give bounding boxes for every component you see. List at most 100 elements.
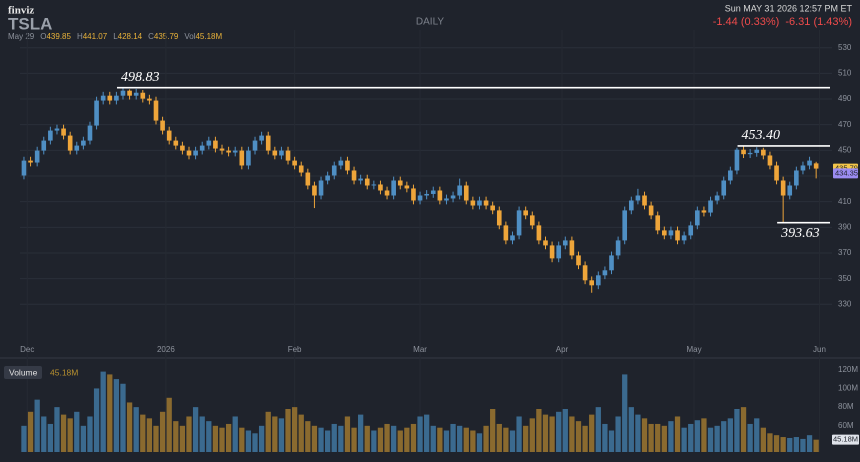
volume-bar	[54, 407, 60, 452]
volume-bar	[734, 409, 740, 452]
candle-body	[477, 200, 482, 206]
stat-value: 45.18M	[195, 32, 222, 41]
candle-body	[556, 245, 562, 259]
candle-body	[127, 90, 132, 96]
volume-bar	[153, 425, 159, 452]
volume-bar	[225, 423, 232, 452]
volume-bar	[87, 416, 93, 452]
candle-body	[114, 95, 119, 101]
volume-bar	[126, 402, 133, 452]
volume-bar	[252, 433, 258, 452]
candle-body	[437, 190, 443, 201]
candle-body	[714, 195, 720, 201]
candle-body	[728, 170, 733, 181]
volume-bar	[159, 411, 166, 452]
logo: finviz	[8, 5, 34, 17]
candle-body	[668, 230, 674, 236]
stat-key: O	[40, 32, 46, 41]
volume-bar	[417, 416, 423, 452]
candle-body	[595, 275, 601, 286]
candle-body	[695, 210, 700, 226]
volume-bar	[344, 416, 351, 452]
volume-bar	[556, 411, 562, 452]
volume-bar	[622, 374, 628, 452]
candle-body	[430, 190, 436, 194]
volume-bar	[450, 423, 456, 452]
candle-body	[681, 235, 687, 241]
y-tick-label: 530	[838, 43, 852, 52]
candle-body	[411, 188, 416, 201]
ticker: TSLA	[8, 14, 52, 33]
volume-bar	[133, 407, 139, 452]
candle-body	[622, 210, 628, 241]
candle-body	[364, 178, 370, 186]
candle-body	[345, 160, 350, 171]
candle-body	[662, 230, 667, 236]
volume-bar	[21, 425, 27, 452]
level-label: 453.40	[742, 128, 781, 143]
volume-bar	[569, 416, 575, 452]
candle-body	[81, 140, 86, 146]
volume-bar	[331, 423, 337, 452]
volume-bar	[146, 418, 153, 452]
candle-body	[199, 145, 205, 151]
volume-bar	[239, 427, 245, 452]
volume-bar	[410, 423, 417, 452]
volume-bar	[232, 416, 238, 452]
stat-key: H	[77, 32, 83, 41]
volume-legend: Volume	[9, 367, 38, 377]
volume-bar	[212, 425, 219, 452]
volume-bar	[483, 425, 489, 452]
volume-bar	[457, 425, 463, 452]
candle-body	[609, 255, 614, 271]
volume-tick-label: 120M	[838, 365, 858, 374]
candle-body	[193, 150, 198, 156]
candle-body	[404, 185, 410, 189]
candle-body	[160, 120, 165, 131]
volume-bar	[41, 416, 47, 452]
candle-body	[503, 225, 509, 241]
volume-bar	[523, 425, 529, 452]
candle-body	[147, 98, 152, 101]
candle-body	[305, 172, 311, 186]
y-tick-label: 410	[838, 197, 852, 206]
level-label: 393.63	[780, 226, 820, 241]
volume-bar	[542, 414, 549, 452]
candle-body	[701, 210, 707, 213]
candle-body	[100, 95, 106, 101]
candle-body	[576, 255, 581, 266]
volume-bar	[470, 430, 476, 452]
volume-bar	[780, 437, 786, 452]
volume-bar	[100, 371, 106, 452]
candle-body	[279, 150, 284, 156]
candle-body	[734, 149, 740, 171]
volume-bar	[358, 414, 364, 452]
volume-bar	[166, 397, 172, 452]
volume-bar	[173, 421, 179, 452]
volume-bar	[800, 438, 806, 452]
y-tick-label: 390	[838, 222, 852, 231]
candle-body	[787, 185, 793, 196]
volume-bar	[589, 414, 595, 452]
candle-body	[813, 163, 819, 169]
candle-body	[780, 180, 786, 196]
candle-body	[463, 185, 469, 201]
candle-body	[331, 165, 337, 176]
volume-bar	[140, 414, 146, 452]
volume-bar	[93, 388, 100, 452]
candle-body	[219, 148, 225, 151]
volume-bar	[397, 430, 403, 452]
candle-body	[338, 160, 344, 166]
volume-bar	[371, 430, 377, 452]
stat-value: 439.85	[46, 32, 71, 41]
candle-body	[417, 195, 423, 201]
candle-body	[457, 185, 462, 196]
candle-body	[747, 152, 753, 155]
candle-body	[186, 150, 192, 156]
volume-bar	[377, 427, 384, 452]
volume-bar	[305, 421, 311, 452]
stat-key: L	[113, 32, 118, 41]
candle-body	[259, 135, 264, 141]
volume-bar	[635, 414, 641, 452]
volume-bar	[562, 409, 568, 452]
